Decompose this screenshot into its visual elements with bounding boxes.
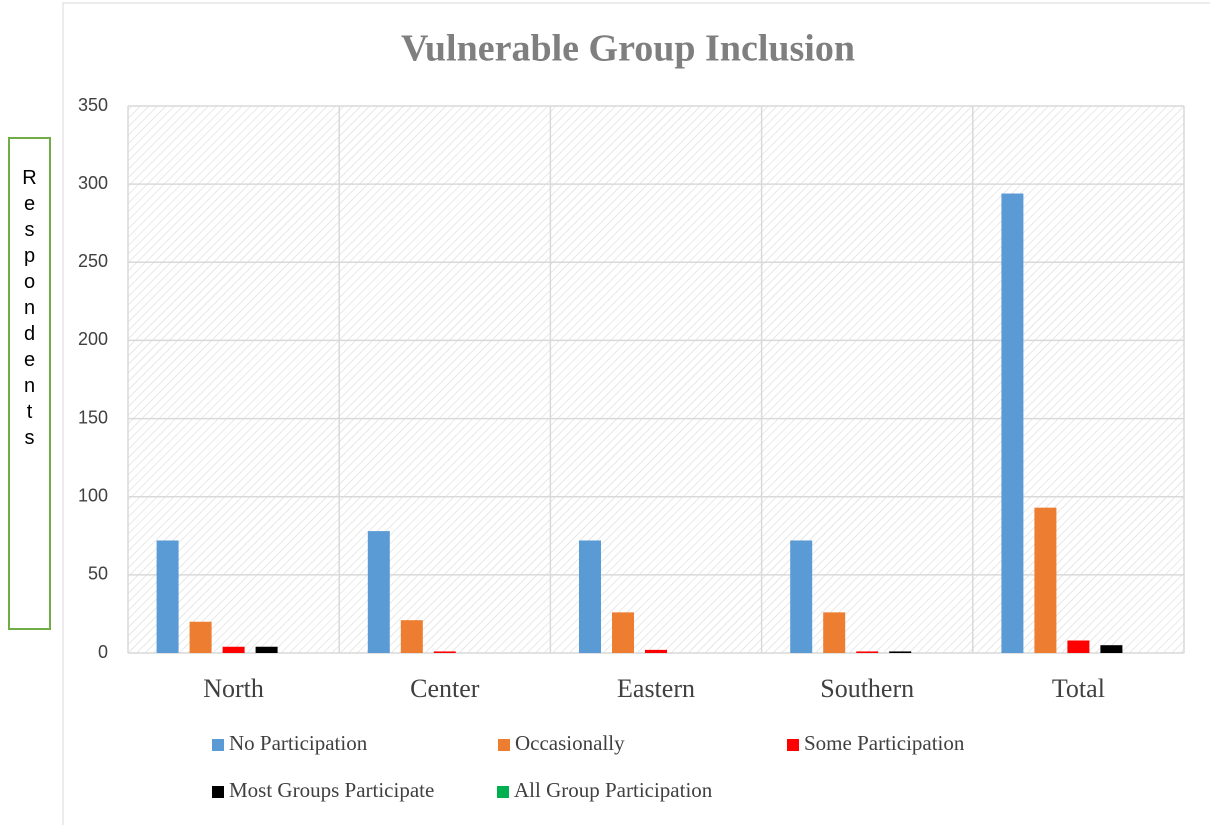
y-tick-label: 250 [78,251,108,271]
bar [222,646,245,653]
legend-label: Some Participation [804,731,965,755]
y-tick-label: 150 [78,407,108,427]
bar [579,540,601,653]
bar [645,649,667,653]
bar [433,651,456,653]
x-tick-label: North [203,674,264,703]
x-tick-label: Total [1052,674,1105,703]
plot-area [128,106,1184,653]
x-tick-label: Southern [820,674,914,703]
legend-label: Most Groups Participate [229,778,434,802]
legend-label: Occasionally [515,731,625,755]
legend-label: No Participation [229,731,368,755]
y-tick-label: 50 [88,564,108,584]
y-tick-label: 100 [78,485,108,505]
chart-frame [62,2,1210,825]
bar [1001,193,1024,653]
bar [889,651,912,653]
bar [823,612,846,653]
bar [189,621,212,653]
bar [156,540,179,653]
bar [367,531,390,653]
x-tick-label: Eastern [617,674,695,703]
legend-swatch [212,786,224,798]
chart-title: Vulnerable Group Inclusion [401,28,855,70]
legend-swatch [787,739,799,751]
legend-swatch [212,739,224,751]
x-tick-label: Center [410,674,480,703]
y-axis-label: Respondents [8,137,51,630]
legend-label: All Group Participation [514,778,713,802]
bar [1067,640,1090,653]
y-tick-label: 0 [98,642,108,662]
y-tick-label: 300 [78,173,108,193]
legend-swatch [497,786,509,798]
bar [612,612,634,653]
bar [255,646,278,653]
y-tick-label: 350 [78,95,108,115]
bar [1100,645,1123,653]
bar [790,540,813,653]
y-tick-label: 200 [78,329,108,349]
bar [400,620,423,653]
bar [856,651,879,653]
legend-swatch [498,739,510,751]
bar [1034,507,1057,653]
